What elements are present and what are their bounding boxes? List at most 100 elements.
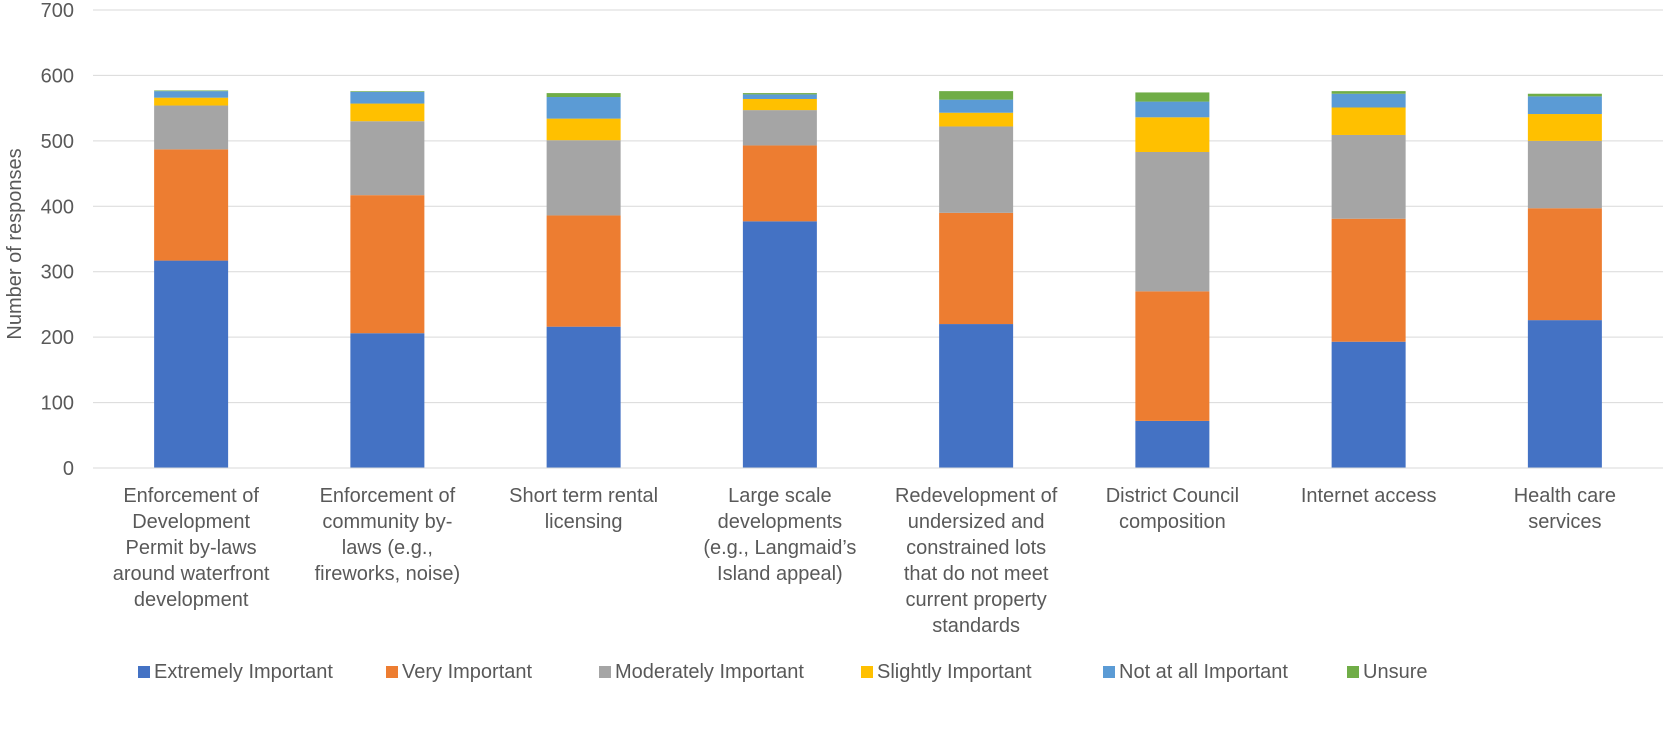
bar-segment	[939, 91, 1014, 100]
y-tick-label: 100	[41, 393, 74, 415]
legend-label: Unsure	[1363, 661, 1427, 683]
bar-segment	[1527, 140, 1602, 209]
bar-segment	[350, 91, 425, 92]
x-category-label-line: that do not meet	[904, 563, 1049, 585]
bar-segment	[1135, 101, 1210, 118]
x-category-label-line: around waterfront	[113, 563, 270, 585]
bar-segment	[350, 333, 425, 468]
bar-segment	[546, 97, 621, 119]
legend-swatch	[861, 666, 873, 678]
bar-segment	[546, 215, 621, 327]
y-tick-label: 600	[41, 65, 74, 87]
x-category-label-line: undersized and	[908, 511, 1045, 533]
legend-swatch	[1347, 666, 1359, 678]
x-category-label: Enforcement of Development Permit by-laws a…	[113, 485, 270, 611]
x-category-label: Short term rental licensing	[509, 485, 658, 533]
x-category-label: Health care services	[1514, 485, 1616, 533]
bar-segment	[742, 110, 817, 146]
x-category-label-line: composition	[1119, 511, 1226, 533]
bar-segment	[546, 326, 621, 468]
x-category-label-line: licensing	[545, 511, 623, 533]
bar-segment	[1331, 134, 1406, 219]
bar-segment	[742, 145, 817, 222]
bar-segment	[939, 112, 1014, 127]
bar-segment	[939, 99, 1014, 113]
x-category-label-line: current property	[906, 589, 1047, 611]
legend-label: Moderately Important	[615, 661, 804, 683]
y-tick-label: 700	[41, 0, 74, 22]
bar-segment	[546, 140, 621, 216]
y-axis-title: Number of responses	[4, 148, 26, 339]
x-category-label: Internet access	[1301, 485, 1437, 507]
y-tick-label: 400	[41, 196, 74, 218]
bar-segment	[1527, 320, 1602, 468]
x-category-label: Redevelopment of undersized and constraine…	[895, 485, 1058, 637]
x-category-label: District Council composition	[1106, 485, 1239, 533]
legend-swatch	[138, 666, 150, 678]
x-category-label-line: constrained lots	[906, 537, 1046, 559]
bar-segment	[154, 260, 229, 468]
x-category-label-line: Island appeal)	[717, 563, 843, 585]
x-category-label-line: Enforcement of	[320, 485, 456, 507]
x-category-label-line: Enforcement of	[123, 485, 259, 507]
bar-segment	[350, 121, 425, 196]
bar-segment	[742, 94, 817, 99]
x-category-label-line: fireworks, noise)	[315, 563, 461, 585]
legend-label: Not at all Important	[1119, 661, 1288, 683]
x-category-label-line: Redevelopment of	[895, 485, 1058, 507]
bar-segment	[1135, 92, 1210, 102]
y-tick-label: 200	[41, 327, 74, 349]
bar-segment	[1135, 420, 1210, 468]
bar-segment	[154, 149, 229, 261]
x-category-label: Enforcement of community by-laws (e.g., fi…	[315, 485, 461, 585]
bar-segment	[1331, 218, 1406, 342]
x-category-label-line: laws (e.g.,	[342, 537, 433, 559]
bar-segment	[154, 105, 229, 150]
bar-segment	[1135, 151, 1210, 292]
bar-segment	[350, 91, 425, 104]
x-category-label-line: Short term rental	[509, 485, 658, 507]
bar-segment	[546, 93, 621, 98]
x-category-label-line: developments	[718, 511, 843, 533]
bar-segment	[742, 93, 817, 95]
bar-segment	[1527, 96, 1602, 115]
legend-swatch	[1103, 666, 1115, 678]
bar-segment	[350, 103, 425, 122]
bar-segment	[1331, 93, 1406, 108]
bar-segment	[1331, 91, 1406, 94]
bar-segment	[154, 90, 229, 92]
legend-label: Slightly Important	[877, 661, 1032, 683]
bar-segment	[1135, 117, 1210, 152]
x-category-label-line: Internet access	[1301, 485, 1437, 507]
x-category-label-line: District Council	[1106, 485, 1239, 507]
bar-segment	[1527, 93, 1602, 97]
bar-segment	[1135, 291, 1210, 421]
bar-segment	[742, 221, 817, 468]
x-category-label: Large scale developments (e.g., Langmaid’s…	[703, 485, 856, 585]
bar-segment	[546, 118, 621, 141]
y-tick-label: 500	[41, 131, 74, 153]
bar-segment	[1527, 114, 1602, 141]
legend: Extremely Important Very Important Moderat…	[138, 661, 1427, 683]
legend-label: Extremely Important	[154, 661, 333, 683]
bar-segment	[939, 126, 1014, 213]
bar-segment	[742, 98, 817, 111]
x-category-label-line: standards	[932, 615, 1020, 637]
bar-segment	[1331, 107, 1406, 135]
legend-label: Very Important	[402, 661, 533, 683]
bar-segment	[154, 91, 229, 98]
x-category-label-line: Health care	[1514, 485, 1616, 507]
bar-segment	[154, 97, 229, 106]
legend-swatch	[386, 666, 398, 678]
bar-segment	[1527, 208, 1602, 321]
y-tick-label: 300	[41, 262, 74, 284]
x-axis-labels: Enforcement of Development Permit by-laws a…	[113, 485, 1616, 637]
x-category-label-line: Development	[132, 511, 250, 533]
bar-segment	[939, 324, 1014, 468]
y-tick-label: 0	[63, 458, 74, 480]
bar-segment	[1331, 341, 1406, 468]
x-category-label-line: Permit by-laws	[126, 537, 257, 559]
y-axis-ticks: 0 100 200 300 400 500 600 700	[41, 0, 74, 480]
